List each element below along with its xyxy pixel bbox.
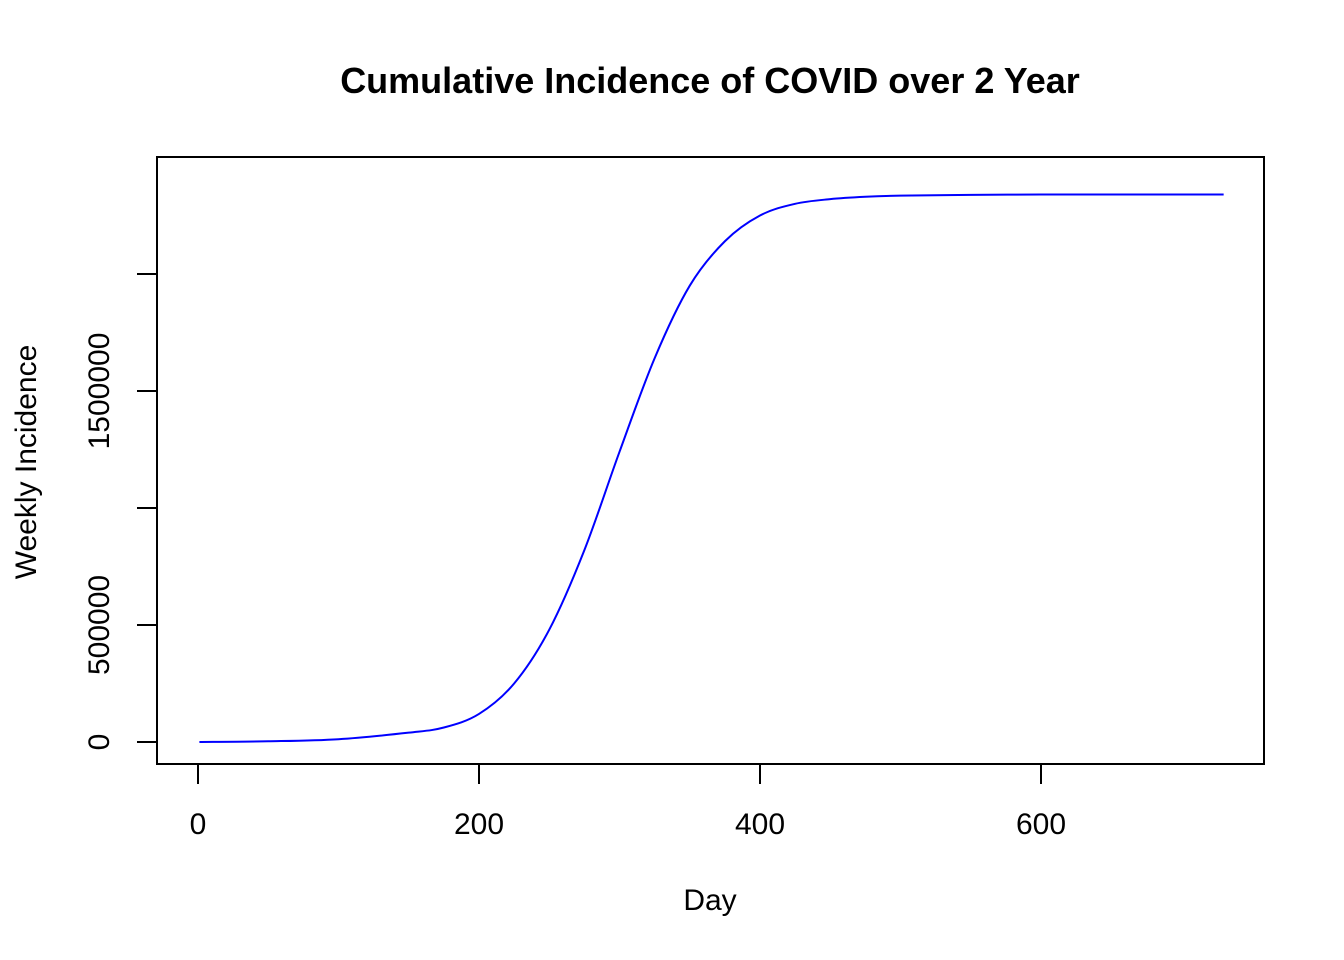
x-tick-label: 600 [1016, 808, 1066, 841]
y-axis: 0 500000 1500000 [83, 273, 158, 751]
y-tick-label: 0 [83, 734, 116, 751]
x-tick-label: 0 [190, 808, 207, 841]
y-axis-label: Weekly Incidence [10, 345, 43, 580]
x-tick-label: 400 [735, 808, 785, 841]
y-tick-label: 1500000 [83, 333, 116, 450]
x-axis-label: Day [683, 884, 736, 917]
series-layer [199, 193, 1224, 743]
series-line [199, 193, 1224, 743]
y-tick-label: 500000 [83, 575, 116, 675]
chart-title: Cumulative Incidence of COVID over 2 Yea… [340, 60, 1080, 101]
x-axis: 0 200 400 600 [190, 763, 1066, 841]
x-tick-label: 200 [454, 808, 504, 841]
plot-frame [156, 156, 1265, 765]
